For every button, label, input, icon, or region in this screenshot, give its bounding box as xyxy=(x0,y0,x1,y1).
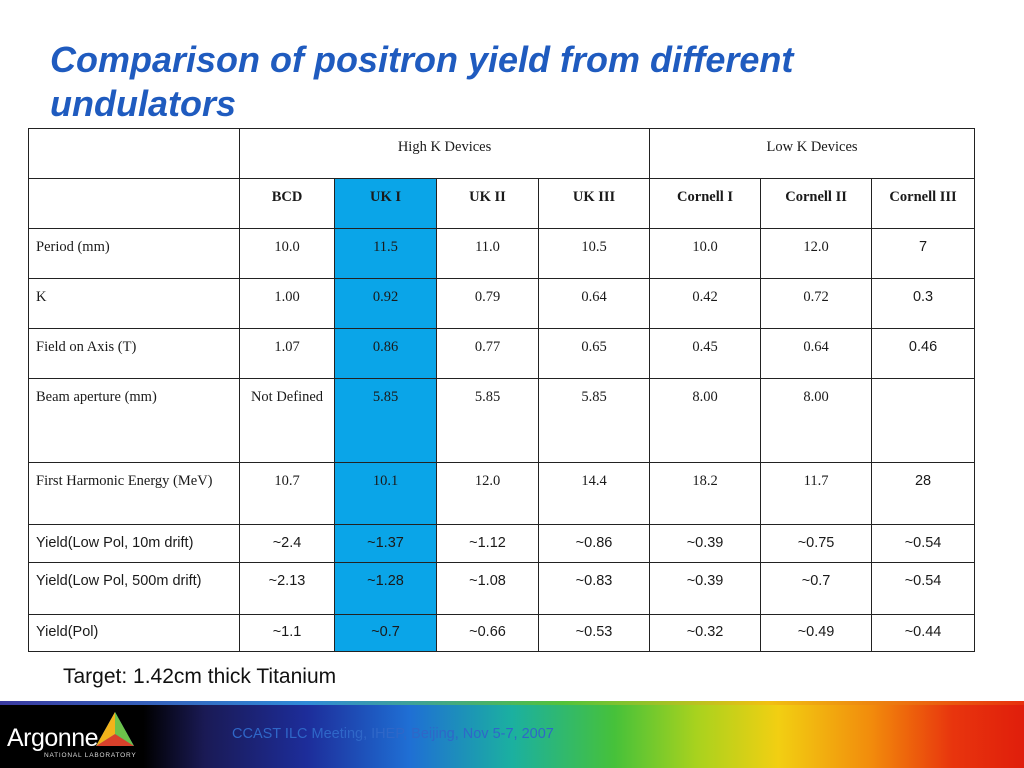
table-cell: 12.0 xyxy=(760,228,873,279)
row-label: Period (mm) xyxy=(28,228,240,279)
table-cell: 12.0 xyxy=(436,462,539,525)
table-cell: 10.5 xyxy=(537,228,651,279)
table-cell: ~0.44 xyxy=(871,614,976,652)
row-label: Yield(Low Pol, 500m drift) xyxy=(28,562,240,615)
table-cell: ~0.86 xyxy=(537,524,651,563)
row-label: First Harmonic Energy (MeV) xyxy=(28,462,240,525)
table-cell: 0.92 xyxy=(334,278,437,329)
argonne-logo-subtext: NATIONAL LABORATORY xyxy=(44,752,137,759)
table-cell: 8.00 xyxy=(760,378,873,463)
table-cell: ~0.32 xyxy=(649,614,762,652)
footer-top-line xyxy=(0,701,1024,705)
table-cell: 28 xyxy=(871,462,976,525)
table-cell: ~0.83 xyxy=(537,562,651,615)
row-label: Field on Axis (T) xyxy=(28,328,240,379)
column-header-uk1: UK I xyxy=(334,178,437,229)
table-cell: ~1.28 xyxy=(334,562,437,615)
table-cell: ~0.39 xyxy=(649,562,762,615)
table-cell: 10.1 xyxy=(334,462,437,525)
table-cell: 8.00 xyxy=(649,378,762,463)
table-cell: ~1.37 xyxy=(334,524,437,563)
table-row-k: K 1.00 0.92 0.79 0.64 0.42 0.72 0.3 xyxy=(28,278,976,329)
table-cell: 0.64 xyxy=(760,328,873,379)
table-cell: ~0.7 xyxy=(334,614,437,652)
table-cell: ~0.54 xyxy=(871,524,976,563)
meeting-footer-text: CCAST ILC Meeting, IHEP, Beijing, Nov 5-… xyxy=(232,726,554,742)
column-header-cornell1: Cornell I xyxy=(649,178,762,229)
table-cell: ~0.49 xyxy=(760,614,873,652)
table-cell: ~1.12 xyxy=(436,524,539,563)
target-note: Target: 1.42cm thick Titanium xyxy=(63,665,337,688)
table-cell: 1.07 xyxy=(239,328,335,379)
table-cell: 0.46 xyxy=(871,328,976,379)
table-cell: 7 xyxy=(871,228,976,279)
table-row-beam-aperture: Beam aperture (mm) Not Defined 5.85 5.85… xyxy=(28,378,976,463)
table-cell: 0.86 xyxy=(334,328,437,379)
row-label: Yield(Low Pol, 10m drift) xyxy=(28,524,240,563)
table-row-yield-pol: Yield(Pol) ~1.1 ~0.7 ~0.66 ~0.53 ~0.32 ~… xyxy=(28,614,976,652)
table-row-period: Period (mm) 10.0 11.5 11.0 10.5 10.0 12.… xyxy=(28,228,976,279)
table-row-yield-low-pol-10m: Yield(Low Pol, 10m drift) ~2.4 ~1.37 ~1.… xyxy=(28,524,976,563)
table-cell: 0.45 xyxy=(649,328,762,379)
table-cell: 11.7 xyxy=(760,462,873,525)
table-cell: 14.4 xyxy=(537,462,651,525)
table-cell: ~0.66 xyxy=(436,614,539,652)
table-cell: 0.64 xyxy=(537,278,651,329)
undulator-comparison-table: High K Devices Low K Devices BCD UK I UK… xyxy=(28,128,976,652)
table-cell: 0.77 xyxy=(436,328,539,379)
table-cell: ~1.1 xyxy=(239,614,335,652)
group-header-high-k: High K Devices xyxy=(238,128,651,179)
table-cell: 10.7 xyxy=(239,462,335,525)
argonne-triangle-logo-icon xyxy=(96,712,134,746)
column-header-uk3: UK III xyxy=(537,178,651,229)
table-row-yield-low-pol-500m: Yield(Low Pol, 500m drift) ~2.13 ~1.28 ~… xyxy=(28,562,976,615)
table-cell: ~0.39 xyxy=(649,524,762,563)
table-cell: ~2.13 xyxy=(239,562,335,615)
table-row-field-on-axis: Field on Axis (T) 1.07 0.86 0.77 0.65 0.… xyxy=(28,328,976,379)
table-cell: Not Defined xyxy=(239,378,335,463)
column-header-blank xyxy=(28,178,240,229)
table-cell: 0.72 xyxy=(760,278,873,329)
group-header-row: High K Devices Low K Devices xyxy=(28,128,976,179)
table-cell: ~0.53 xyxy=(537,614,651,652)
slide-title: Comparison of positron yield from differ… xyxy=(50,39,794,124)
table-cell: 11.0 xyxy=(436,228,539,279)
table-cell: 0.3 xyxy=(871,278,976,329)
argonne-logo-text: Argonne xyxy=(7,724,99,752)
table-cell: 5.85 xyxy=(334,378,437,463)
table-cell: 5.85 xyxy=(436,378,539,463)
column-header-uk2: UK II xyxy=(436,178,539,229)
table-cell: 18.2 xyxy=(649,462,762,525)
table-cell: 0.79 xyxy=(436,278,539,329)
table-cell: 0.65 xyxy=(537,328,651,379)
table-cell: ~0.75 xyxy=(760,524,873,563)
group-header-low-k: Low K Devices xyxy=(649,128,976,179)
corner-cell xyxy=(28,128,240,179)
table-cell: 11.5 xyxy=(334,228,437,279)
table-cell: 5.85 xyxy=(537,378,651,463)
table-cell: ~1.08 xyxy=(436,562,539,615)
table-cell: 10.0 xyxy=(649,228,762,279)
row-label: Yield(Pol) xyxy=(28,614,240,652)
footer-gradient-bar xyxy=(0,701,1024,768)
table-cell: 1.00 xyxy=(239,278,335,329)
column-header-cornell2: Cornell II xyxy=(760,178,873,229)
row-label: Beam aperture (mm) xyxy=(28,378,240,463)
table-cell: ~0.54 xyxy=(871,562,976,615)
table-row-first-harmonic: First Harmonic Energy (MeV) 10.7 10.1 12… xyxy=(28,462,976,525)
table-cell: 0.42 xyxy=(649,278,762,329)
table-cell: 10.0 xyxy=(239,228,335,279)
table-cell xyxy=(871,378,976,463)
column-header-cornell3: Cornell III xyxy=(871,178,976,229)
column-header-row: BCD UK I UK II UK III Cornell I Cornell … xyxy=(28,178,976,229)
table-cell: ~0.7 xyxy=(760,562,873,615)
row-label: K xyxy=(28,278,240,329)
column-header-bcd: BCD xyxy=(239,178,335,229)
table-cell: ~2.4 xyxy=(239,524,335,563)
